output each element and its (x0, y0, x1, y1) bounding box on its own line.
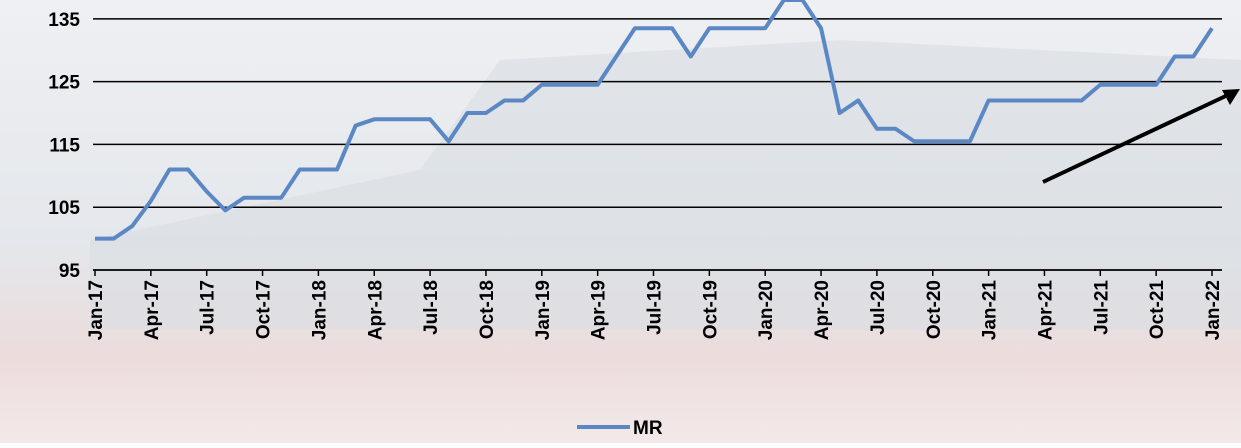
x-tick-label: Jan-17 (86, 280, 107, 340)
y-tick-label: 95 (59, 261, 81, 282)
x-tick-label: Jan-20 (756, 280, 777, 340)
x-tick-label: Jul-19 (645, 280, 666, 335)
x-tick-label: Apr-17 (142, 280, 163, 340)
x-tick-label: Jan-22 (1203, 280, 1224, 340)
x-tick-label: Apr-20 (812, 280, 833, 340)
y-tick-label: 125 (48, 73, 80, 94)
y-tick-label: 115 (49, 135, 80, 156)
x-tick-label: Jan-18 (309, 280, 330, 340)
x-tick-label: Jan-19 (533, 280, 554, 340)
x-tick-label: Apr-19 (589, 280, 610, 340)
y-tick-label: 105 (48, 198, 80, 219)
x-tick-label: Jan-21 (980, 280, 1001, 341)
x-tick-label: Jul-17 (198, 280, 219, 335)
y-tick-label: 135 (48, 10, 80, 31)
data-line (95, 0, 1214, 241)
x-tick-label: Oct-21 (1147, 280, 1168, 340)
x-tick-label: Jul-18 (421, 280, 442, 335)
x-tick-label: Oct-20 (924, 280, 945, 339)
x-tick-label: Oct-17 (254, 280, 275, 339)
x-tick-label: Apr-21 (1035, 280, 1056, 341)
x-tick-label: Apr-18 (365, 280, 386, 340)
x-tick-label: Jul-20 (868, 280, 889, 335)
legend-label: MR (633, 418, 663, 439)
x-tick-label: Jul-21 (1091, 280, 1112, 335)
ship-shape (90, 40, 1241, 330)
arrow-head (1222, 89, 1240, 105)
x-tick-label: Oct-19 (700, 280, 721, 339)
trend-arrow (1042, 92, 1231, 184)
x-tick-label: Oct-18 (477, 280, 498, 339)
